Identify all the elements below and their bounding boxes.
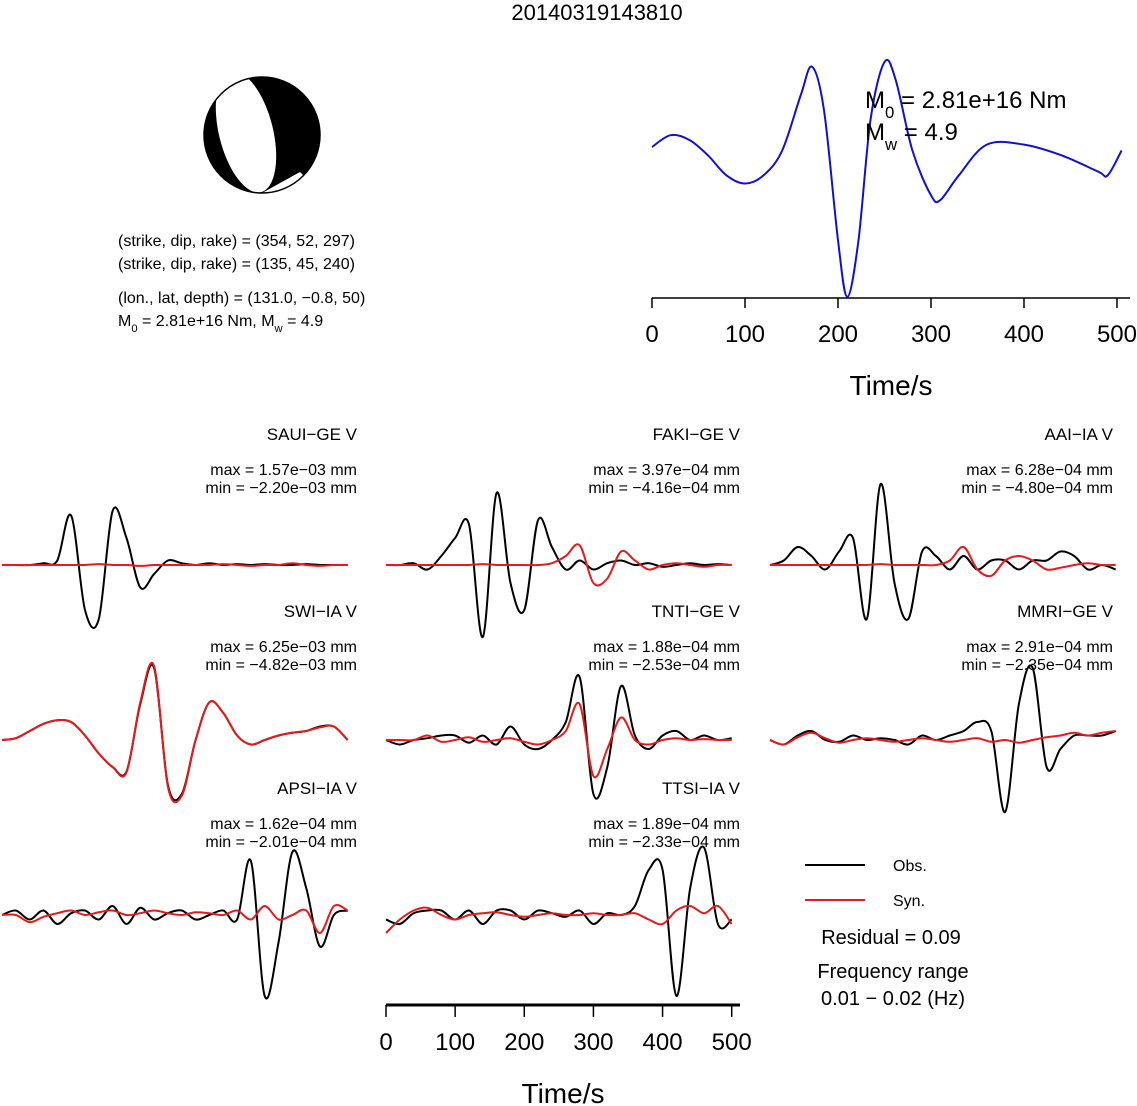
text-part: M xyxy=(118,313,131,330)
station-label: TTSI−IA V xyxy=(662,779,741,798)
synthetic-trace xyxy=(385,904,733,934)
synthetic-trace xyxy=(769,545,1116,578)
min-label: min = −4.80e−04 mm xyxy=(961,480,1113,497)
text-part: = 2.81e+16 Nm, M xyxy=(138,313,275,330)
x-tick-label: 100 xyxy=(725,321,765,348)
synthetic-trace xyxy=(1,662,349,804)
legend-label: Syn. xyxy=(893,893,925,910)
subscript: w xyxy=(884,135,898,154)
station-label: FAKI−GE V xyxy=(653,425,741,444)
max-label: max = 6.25e−03 mm xyxy=(210,639,357,656)
station-label: SAUI−GE V xyxy=(267,425,358,444)
observed-trace xyxy=(385,845,733,998)
max-label: max = 6.28e−04 mm xyxy=(966,462,1113,479)
text-part: = 2.81e+16 Nm xyxy=(894,87,1066,114)
x-tick-label: 500 xyxy=(712,1029,752,1056)
annotation: M0 = 2.81e+16 Nm xyxy=(865,87,1066,122)
subscript: w xyxy=(274,323,284,335)
frequency-label: Frequency range xyxy=(817,961,968,983)
subscript: 0 xyxy=(885,103,894,122)
x-tick-label: 200 xyxy=(504,1029,544,1056)
x-tick-label: 200 xyxy=(818,321,858,348)
observed-trace xyxy=(1,849,349,1000)
x-axis-title: Time/s xyxy=(522,1078,605,1106)
min-label: min = −2.01e−04 mm xyxy=(205,834,357,851)
observed-trace xyxy=(769,664,1117,814)
synthetic-trace xyxy=(1,562,348,567)
frequency-range: 0.01 − 0.02 (Hz) xyxy=(821,988,965,1010)
observed-trace xyxy=(385,674,732,800)
text-part: = 4.9 xyxy=(897,119,958,146)
x-tick-label: 400 xyxy=(1004,321,1044,348)
observed-trace xyxy=(1,506,348,629)
subscript: 0 xyxy=(131,323,137,335)
max-label: max = 1.88e−04 mm xyxy=(593,639,740,656)
text-part: M xyxy=(865,87,885,114)
synthetic-trace xyxy=(1,904,349,934)
min-label: min = −2.20e−03 mm xyxy=(205,480,357,497)
station-label: AAI−IA V xyxy=(1044,425,1113,444)
max-label: max = 1.57e−03 mm xyxy=(210,462,357,479)
x-tick-label: 100 xyxy=(435,1029,475,1056)
synthetic-trace xyxy=(385,701,732,779)
max-label: max = 3.97e−04 mm xyxy=(593,462,740,479)
source-time-function xyxy=(651,58,1123,298)
annotation: Mw = 4.9 xyxy=(865,119,958,154)
nodal-plane: (strike, dip, rake) = (354, 52, 297) xyxy=(118,233,355,250)
legend-label: Obs. xyxy=(893,858,927,875)
x-tick-label: 0 xyxy=(645,321,658,348)
station-label: MMRI−GE V xyxy=(1017,602,1114,621)
x-tick-label: 500 xyxy=(1097,321,1137,348)
synthetic-trace xyxy=(385,543,732,587)
figure-title: 20140319143810 xyxy=(511,0,682,25)
max-label: max = 1.89e−04 mm xyxy=(593,816,740,833)
location: (lon., lat, depth) = (131.0, −0.8, 50) xyxy=(118,290,365,307)
station-label: APSI−IA V xyxy=(277,779,358,798)
residual: Residual = 0.09 xyxy=(821,927,961,949)
min-label: min = −2.33e−04 mm xyxy=(588,834,740,851)
x-tick-label: 300 xyxy=(573,1029,613,1056)
source-info: (strike, dip, rake) = (354, 52, 297) (st… xyxy=(118,233,365,335)
x-axis-title: Time/s xyxy=(850,370,933,401)
beachball xyxy=(203,76,321,194)
station-label: SWI−IA V xyxy=(284,602,358,621)
station-label: TNTI−GE V xyxy=(652,602,741,621)
observed-trace xyxy=(769,482,1117,621)
x-tick-label: 300 xyxy=(911,321,951,348)
min-label: min = −4.16e−04 mm xyxy=(588,480,740,497)
text-part: M xyxy=(865,119,885,146)
x-tick-label: 400 xyxy=(643,1029,683,1056)
max-label: max = 2.91e−04 mm xyxy=(966,639,1113,656)
nodal-plane: (strike, dip, rake) = (135, 45, 240) xyxy=(118,256,355,273)
observed-trace xyxy=(385,491,732,639)
moment: M0 = 2.81e+16 Nm, Mw = 4.9 xyxy=(118,313,323,335)
min-label: min = −4.82e−03 mm xyxy=(205,657,357,674)
text-part: = 4.9 xyxy=(283,313,324,330)
min-label: min = −2.35e−04 mm xyxy=(961,657,1113,674)
min-label: min = −2.53e−04 mm xyxy=(588,657,740,674)
synthetic-trace xyxy=(769,730,1116,746)
x-tick-label: 0 xyxy=(379,1029,392,1056)
max-label: max = 1.62e−04 mm xyxy=(210,816,357,833)
